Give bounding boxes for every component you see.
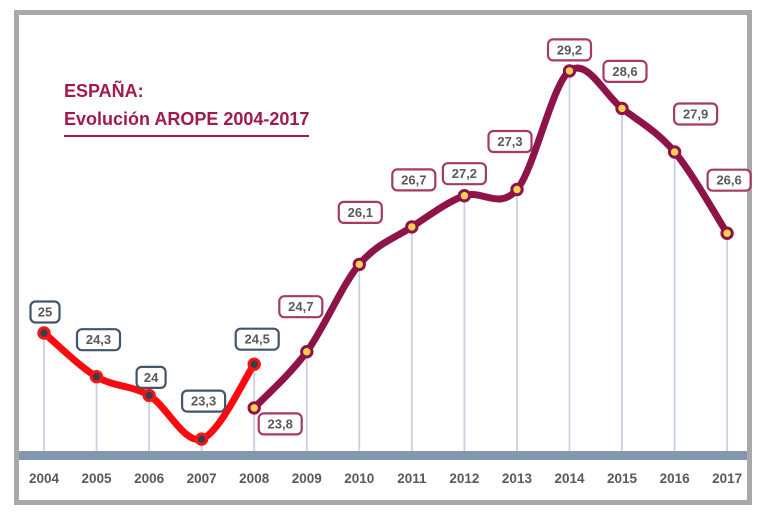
- value-label: 27,3: [487, 129, 533, 154]
- value-label-box: [487, 129, 533, 154]
- value-label-text: 27,2: [452, 166, 477, 181]
- value-label-text: 24,7: [288, 299, 313, 314]
- maroon-series-marker: [667, 145, 682, 159]
- value-label-box: [29, 300, 61, 324]
- value-label-text: 23,8: [268, 416, 293, 431]
- baseline-layer: [19, 451, 747, 460]
- red-series-marker: [37, 326, 51, 340]
- value-label-text: 26,6: [716, 173, 741, 188]
- value-label: 27,2: [441, 162, 487, 186]
- value-label-box: [135, 365, 167, 389]
- value-label-box: [278, 295, 324, 319]
- value-label: 24,3: [75, 328, 122, 352]
- drop-lines-layer: [43, 70, 729, 452]
- x-axis-layer: 2004 2005 2006 2007 2008 2009 2010 2011 2012 2013…: [29, 471, 742, 486]
- x-axis-year-label: 2007: [187, 471, 217, 486]
- x-axis-year-label: 2015: [607, 471, 638, 486]
- value-label: 25: [29, 300, 61, 324]
- value-label-text: 28,6: [612, 64, 637, 79]
- value-label: 26,7: [391, 168, 437, 192]
- x-axis-year-label: 2011: [397, 471, 427, 486]
- value-label: 24: [135, 365, 167, 389]
- maroon-series-marker: [562, 64, 577, 78]
- maroon-series-marker: [247, 401, 261, 415]
- value-label-box: [257, 412, 303, 436]
- value-labels-layer: 25 24,3 24 23,3 24,5 23,8 24,7 26,1 26,7 27,2 27,3…: [29, 38, 752, 436]
- value-label-text: 27,9: [683, 107, 708, 122]
- value-label-box: [75, 328, 122, 352]
- x-axis-year-label: 2008: [239, 471, 270, 486]
- value-label: 24,7: [278, 295, 324, 319]
- x-axis-year-label: 2014: [554, 471, 585, 486]
- value-label-text: 24: [144, 370, 159, 385]
- value-label: 26,1: [337, 200, 383, 224]
- markers-layer: [37, 64, 734, 446]
- x-axis-year-label: 2016: [660, 471, 691, 486]
- value-label-text: 27,3: [497, 134, 522, 149]
- maroon-series-marker: [405, 220, 419, 234]
- x-axis-year-label: 2006: [134, 471, 165, 486]
- x-axis-year-label: 2010: [344, 471, 374, 486]
- maroon-series-marker: [720, 226, 734, 240]
- value-label: 29,2: [546, 38, 593, 62]
- x-axis-year-label: 2017: [712, 471, 742, 486]
- x-axis-year-label: 2004: [29, 471, 60, 486]
- value-label-box: [441, 162, 487, 186]
- x-axis-year-label: 2009: [292, 471, 322, 486]
- value-label-text: 26,7: [401, 172, 426, 187]
- value-label-box: [391, 168, 437, 192]
- chart-frame: [14, 10, 752, 505]
- value-label-box: [672, 102, 719, 126]
- value-label-box: [546, 38, 593, 62]
- chart-title: ESPAÑA: Evolución AROPE 2004-2017: [64, 78, 310, 137]
- maroon-series-marker: [352, 257, 366, 272]
- value-label-text: 26,1: [348, 205, 373, 220]
- value-label-box: [706, 168, 752, 192]
- maroon-series-marker: [300, 345, 314, 359]
- value-label-text: 29,2: [557, 42, 582, 57]
- value-label-text: 24,5: [245, 332, 270, 347]
- value-label-text: 24,3: [86, 332, 111, 347]
- maroon-series-marker: [457, 189, 472, 203]
- value-label-text: 25: [38, 305, 52, 320]
- red-series-marker: [142, 388, 156, 403]
- value-label: 23,8: [257, 412, 303, 436]
- baseline-bar: [19, 451, 747, 460]
- value-label-box: [181, 389, 227, 413]
- value-label: 27,9: [672, 102, 719, 126]
- value-label: 24,5: [234, 327, 280, 351]
- maroon-series-line: [250, 64, 731, 412]
- value-label-box: [337, 200, 383, 224]
- red-series-marker: [194, 432, 209, 446]
- x-axis-year-label: 2013: [502, 471, 533, 486]
- value-label: 28,6: [602, 59, 648, 84]
- red-series-marker: [247, 357, 261, 371]
- red-series-marker: [89, 370, 104, 384]
- maroon-series-marker: [510, 182, 524, 197]
- value-label: 26,6: [706, 168, 752, 192]
- x-axis-year-label: 2012: [449, 471, 479, 486]
- x-axis-year-label: 2005: [82, 471, 113, 486]
- value-label-box: [602, 59, 648, 84]
- value-label-box: [234, 327, 280, 351]
- chart-title-line1: ESPAÑA:: [64, 81, 144, 101]
- chart-title-line2: Evolución AROPE 2004-2017: [64, 106, 310, 137]
- value-label-text: 23,3: [191, 394, 216, 409]
- value-label: 23,3: [181, 389, 227, 413]
- maroon-series-marker: [615, 101, 629, 116]
